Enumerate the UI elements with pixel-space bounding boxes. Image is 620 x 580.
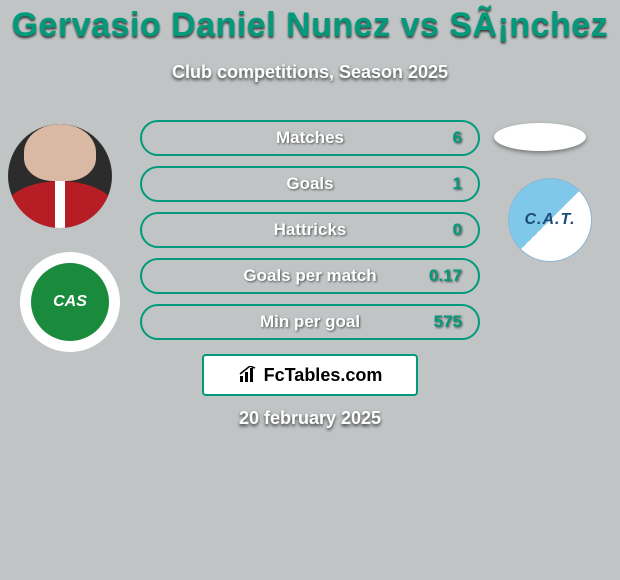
brand-text: FcTables.com <box>264 365 383 386</box>
stat-value: 1 <box>453 174 462 194</box>
date-text: 20 february 2025 <box>0 408 620 429</box>
stat-value: 0.17 <box>429 266 462 286</box>
avatar-face <box>24 124 97 181</box>
page-subtitle: Club competitions, Season 2025 <box>0 62 620 83</box>
brand-box: FcTables.com <box>202 354 418 396</box>
stat-label: Min per goal <box>142 312 478 332</box>
player-right-avatar-placeholder <box>494 123 586 151</box>
stat-pill: Goals per match0.17 <box>140 258 480 294</box>
stat-pill: Hattricks0 <box>140 212 480 248</box>
stat-label: Hattricks <box>142 220 478 240</box>
stat-value: 0 <box>453 220 462 240</box>
stat-label: Goals <box>142 174 478 194</box>
stat-pill: Goals1 <box>140 166 480 202</box>
club-badge-text: CAS <box>53 293 87 311</box>
stat-value: 6 <box>453 128 462 148</box>
player-left-avatar <box>8 124 112 228</box>
stat-pill: Matches6 <box>140 120 480 156</box>
bar-chart-icon <box>238 366 258 384</box>
stat-label: Goals per match <box>142 266 478 286</box>
page-title: Gervasio Daniel Nunez vs SÃ¡nchez <box>0 6 620 45</box>
infographic-canvas: Gervasio Daniel Nunez vs SÃ¡nchez Club c… <box>0 0 620 580</box>
player-right-club-badge: C.A.T. <box>508 178 592 262</box>
stat-value: 575 <box>434 312 462 332</box>
avatar-stripe <box>55 181 65 228</box>
stat-label: Matches <box>142 128 478 148</box>
club-badge-text: C.A.T. <box>524 211 575 229</box>
club-badge-inner: CAS <box>31 263 109 341</box>
stat-pill: Min per goal575 <box>140 304 480 340</box>
player-left-club-badge: CAS <box>20 252 120 352</box>
